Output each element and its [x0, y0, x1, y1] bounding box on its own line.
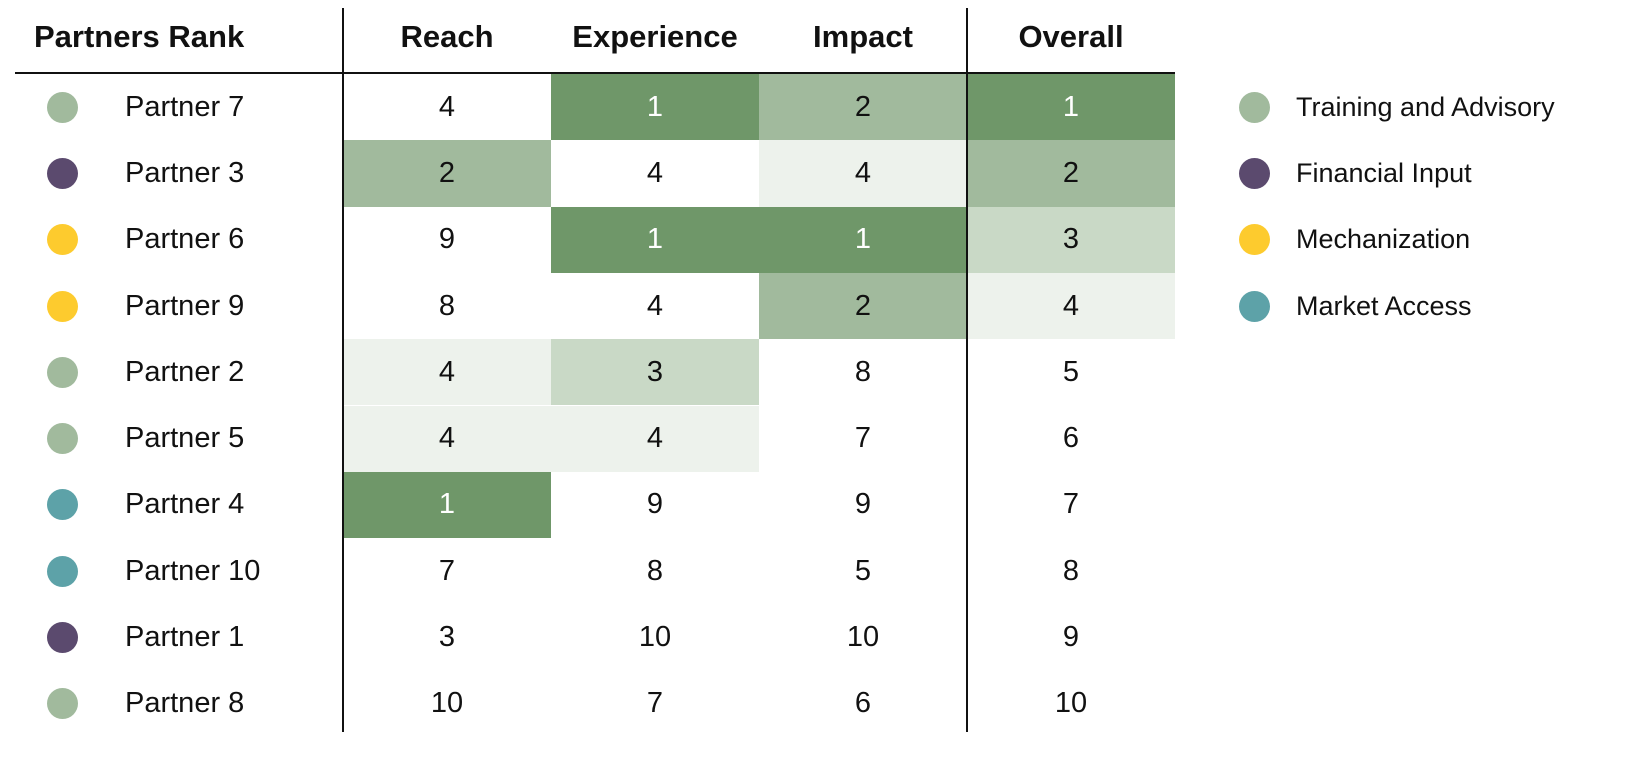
rank-cell: 1	[551, 74, 759, 141]
column-rule	[966, 8, 968, 732]
rank-cell: 6	[759, 670, 967, 737]
rank-cell: 2	[759, 272, 967, 340]
legend-dot	[1239, 290, 1270, 322]
rank-cell: 4	[343, 74, 551, 141]
rank-cell: 1	[967, 74, 1175, 141]
rank-cell: 8	[343, 272, 551, 340]
partner-name: Partner 5	[125, 422, 245, 455]
rank-cell: 7	[967, 471, 1175, 539]
partner-name: Partner 4	[125, 488, 245, 521]
rank-cell: 7	[551, 670, 759, 737]
rank-cell: 9	[759, 471, 967, 539]
category-dot	[47, 555, 78, 587]
rank-cell: 2	[759, 74, 967, 141]
rank-cell: 1	[759, 206, 967, 273]
partner-name: Partner 6	[125, 223, 245, 256]
column-header: Experience	[572, 19, 738, 54]
rank-cell: 8	[759, 339, 967, 406]
legend-dot	[1239, 91, 1270, 123]
rank-cell: 9	[343, 206, 551, 273]
partner-name: Partner 7	[125, 90, 245, 123]
rank-cell: 9	[967, 604, 1175, 671]
partner-name: Partner 10	[125, 554, 261, 587]
rank-cell: 1	[551, 206, 759, 273]
category-dot	[47, 91, 78, 123]
rank-cell: 3	[343, 604, 551, 671]
category-dot	[47, 423, 78, 455]
category-dot	[47, 622, 78, 654]
rank-cell: 10	[967, 670, 1175, 737]
rank-cell: 1	[343, 471, 551, 539]
rank-cell: 4	[551, 140, 759, 207]
partner-name: Partner 3	[125, 156, 245, 189]
partner-name: Partner 9	[125, 289, 245, 322]
rank-cell: 10	[759, 604, 967, 671]
partner-name: Partner 1	[125, 621, 245, 654]
category-dot	[47, 224, 78, 256]
rank-cell: 7	[343, 538, 551, 605]
legend-dot	[1239, 157, 1270, 189]
rank-cell: 4	[967, 272, 1175, 340]
rank-cell: 4	[551, 272, 759, 340]
rank-cell: 10	[343, 670, 551, 737]
legend-label: Financial Input	[1296, 157, 1472, 188]
category-dot	[47, 688, 78, 720]
category-dot	[47, 290, 78, 322]
column-header: Reach	[400, 19, 494, 54]
category-dot	[47, 157, 78, 189]
rank-cell: 3	[967, 206, 1175, 273]
rank-cell: 4	[759, 140, 967, 207]
rank-cell: 4	[343, 339, 551, 406]
legend-label: Mechanization	[1296, 224, 1471, 255]
legend-label: Market Access	[1296, 290, 1472, 321]
rank-cell: 5	[967, 339, 1175, 406]
rank-cell: 4	[343, 405, 551, 472]
column-header: Impact	[813, 19, 913, 54]
rank-cell: 9	[551, 471, 759, 539]
column-header: Partners Rank	[34, 19, 245, 54]
rank-cell: 2	[343, 140, 551, 207]
category-dot	[47, 489, 78, 521]
header-rule	[15, 72, 1175, 74]
rank-cell: 2	[967, 140, 1175, 207]
rank-cell: 10	[551, 604, 759, 671]
rank-cell: 5	[759, 538, 967, 605]
rank-cell: 3	[551, 339, 759, 406]
partner-name: Partner 2	[125, 355, 245, 388]
column-rule	[342, 8, 344, 732]
rank-cell: 4	[551, 405, 759, 472]
column-header: Overall	[1018, 19, 1124, 54]
legend-label: Training and Advisory	[1296, 91, 1555, 122]
category-dot	[47, 356, 78, 388]
legend-dot	[1239, 224, 1270, 256]
rank-cell: 7	[759, 405, 967, 472]
partner-name: Partner 8	[125, 687, 245, 720]
rank-cell: 8	[551, 538, 759, 605]
rank-cell: 8	[967, 538, 1175, 605]
rank-cell: 6	[967, 405, 1175, 472]
